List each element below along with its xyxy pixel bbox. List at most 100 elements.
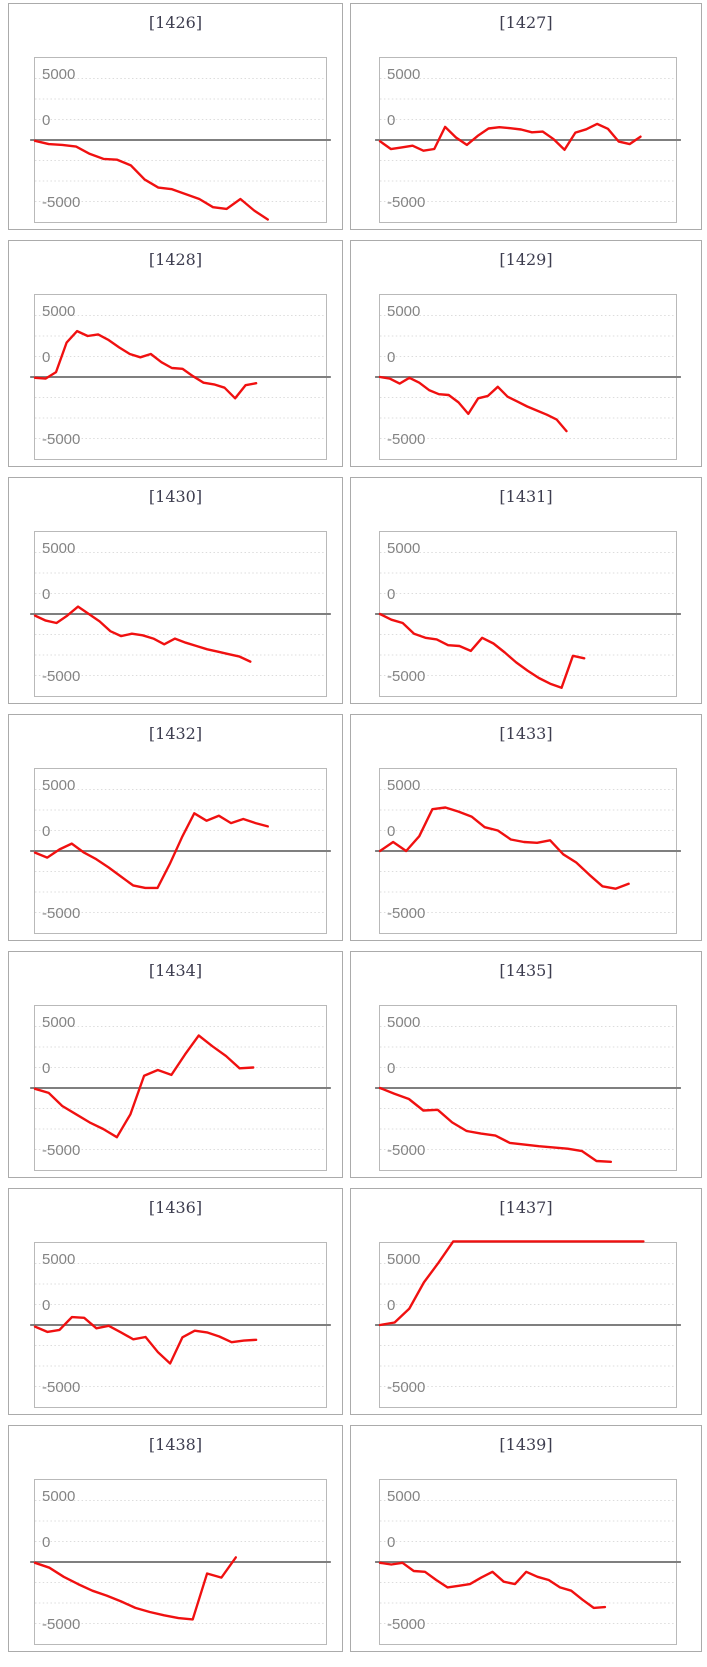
y-axis-label-min: -5000 — [42, 194, 81, 211]
series-line — [33, 605, 252, 663]
chart-card: [1426] 5000 0 -5000 — [8, 3, 343, 230]
chart-title: [1427] — [499, 13, 553, 32]
y-axis-label-max: 5000 — [387, 303, 421, 320]
series-line — [33, 139, 269, 221]
y-axis-label-zero: 0 — [387, 1297, 396, 1314]
chart-card: [1427] 5000 0 -5000 — [350, 3, 702, 230]
y-axis-label-min: -5000 — [42, 1142, 81, 1159]
y-axis-label-min: -5000 — [387, 431, 426, 448]
y-axis-label-max: 5000 — [42, 1251, 76, 1268]
y-axis-label-zero: 0 — [42, 586, 51, 603]
chart-card: [1435] 5000 0 -5000 — [350, 951, 702, 1178]
chart-card: [1434] 5000 0 -5000 — [8, 951, 343, 1178]
series-line-chart — [375, 1500, 681, 1624]
y-axis-label-max: 5000 — [42, 1488, 76, 1505]
series-line — [33, 1315, 258, 1365]
y-axis-label-min: -5000 — [42, 431, 81, 448]
chart-plot-area: 5000 0 -5000 — [30, 1479, 331, 1645]
y-axis-label-min: -5000 — [387, 1616, 426, 1633]
series-line-chart — [30, 315, 331, 439]
series-line-chart — [30, 1026, 331, 1150]
chart-plot-area: 5000 0 -5000 — [30, 531, 331, 697]
series-line-chart — [375, 552, 681, 690]
chart-plot-area: 5000 0 -5000 — [375, 294, 681, 460]
chart-card: [1428] 5000 0 -5000 — [8, 240, 343, 467]
y-axis-label-zero: 0 — [42, 823, 51, 840]
chart-card: [1436] 5000 0 -5000 — [8, 1188, 343, 1415]
y-axis-label-zero: 0 — [42, 1297, 51, 1314]
chart-title: [1432] — [148, 724, 203, 743]
series-line — [33, 329, 258, 400]
series-line — [378, 375, 568, 433]
y-axis-label-max: 5000 — [42, 540, 76, 557]
series-line — [378, 612, 586, 690]
chart-plot-area: 5000 0 -5000 — [30, 57, 331, 223]
chart-plot-area: 5000 0 -5000 — [30, 294, 331, 460]
y-axis-label-zero: 0 — [42, 1534, 51, 1551]
series-line-chart — [375, 315, 681, 439]
y-axis-label-zero: 0 — [42, 349, 51, 366]
series-line — [33, 812, 269, 890]
series-line-chart — [30, 1500, 331, 1624]
series-line — [378, 1086, 613, 1164]
series-line-chart — [30, 552, 331, 676]
chart-card: [1439] 5000 0 -5000 — [350, 1425, 702, 1652]
series-line-chart — [375, 1240, 681, 1387]
y-axis-label-zero: 0 — [42, 112, 51, 129]
chart-title: [1426] — [148, 13, 203, 32]
y-axis-label-min: -5000 — [42, 1379, 81, 1396]
y-axis-label-max: 5000 — [42, 303, 76, 320]
y-axis-label-max: 5000 — [42, 777, 76, 794]
y-axis-label-max: 5000 — [387, 1251, 421, 1268]
chart-plot-area: 5000 0 -5000 — [375, 1240, 681, 1408]
series-line-chart — [30, 1263, 331, 1387]
chart-card: [1431] 5000 0 -5000 — [350, 477, 702, 704]
chart-card: [1437] 5000 0 -5000 — [350, 1188, 702, 1415]
y-axis-label-min: -5000 — [387, 905, 426, 922]
chart-plot-area: 5000 0 -5000 — [30, 1242, 331, 1408]
series-line — [378, 122, 642, 152]
chart-title: [1428] — [148, 250, 203, 269]
chart-title: [1433] — [499, 724, 553, 743]
chart-plot-area: 5000 0 -5000 — [375, 57, 681, 223]
chart-title: [1431] — [499, 487, 553, 506]
chart-title: [1429] — [499, 250, 553, 269]
y-axis-label-zero: 0 — [387, 586, 396, 603]
chart-card: [1433] 5000 0 -5000 — [350, 714, 702, 941]
y-axis-label-max: 5000 — [387, 66, 421, 83]
series-line — [33, 1556, 237, 1621]
chart-card: [1438] 5000 0 -5000 — [8, 1425, 343, 1652]
chart-title: [1437] — [499, 1198, 553, 1217]
y-axis-label-min: -5000 — [387, 668, 426, 685]
y-axis-label-zero: 0 — [42, 1060, 51, 1077]
y-axis-label-max: 5000 — [42, 66, 76, 83]
y-axis-label-max: 5000 — [387, 1014, 421, 1031]
y-axis-label-max: 5000 — [387, 1488, 421, 1505]
series-line-chart — [30, 789, 331, 913]
chart-plot-area: 5000 0 -5000 — [375, 1005, 681, 1171]
series-line — [378, 806, 630, 890]
chart-plot-area: 5000 0 -5000 — [30, 768, 331, 934]
y-axis-label-zero: 0 — [387, 823, 396, 840]
chart-title: [1430] — [148, 487, 203, 506]
y-axis-label-zero: 0 — [387, 349, 396, 366]
chart-title: [1439] — [499, 1435, 553, 1454]
chart-plot-area: 5000 0 -5000 — [375, 768, 681, 934]
y-axis-label-max: 5000 — [387, 777, 421, 794]
y-axis-label-zero: 0 — [387, 112, 396, 129]
series-line — [33, 1034, 255, 1139]
y-axis-label-min: -5000 — [42, 905, 81, 922]
y-axis-label-max: 5000 — [42, 1014, 76, 1031]
y-axis-label-max: 5000 — [387, 540, 421, 557]
series-line-chart — [30, 78, 331, 221]
y-axis-label-zero: 0 — [387, 1534, 396, 1551]
y-axis-label-min: -5000 — [387, 194, 426, 211]
series-line — [378, 1561, 607, 1610]
chart-title: [1435] — [499, 961, 553, 980]
series-line — [378, 1240, 645, 1327]
chart-card: [1430] 5000 0 -5000 — [8, 477, 343, 704]
chart-plot-area: 5000 0 -5000 — [375, 531, 681, 697]
y-axis-label-zero: 0 — [387, 1060, 396, 1077]
chart-title: [1434] — [148, 961, 203, 980]
